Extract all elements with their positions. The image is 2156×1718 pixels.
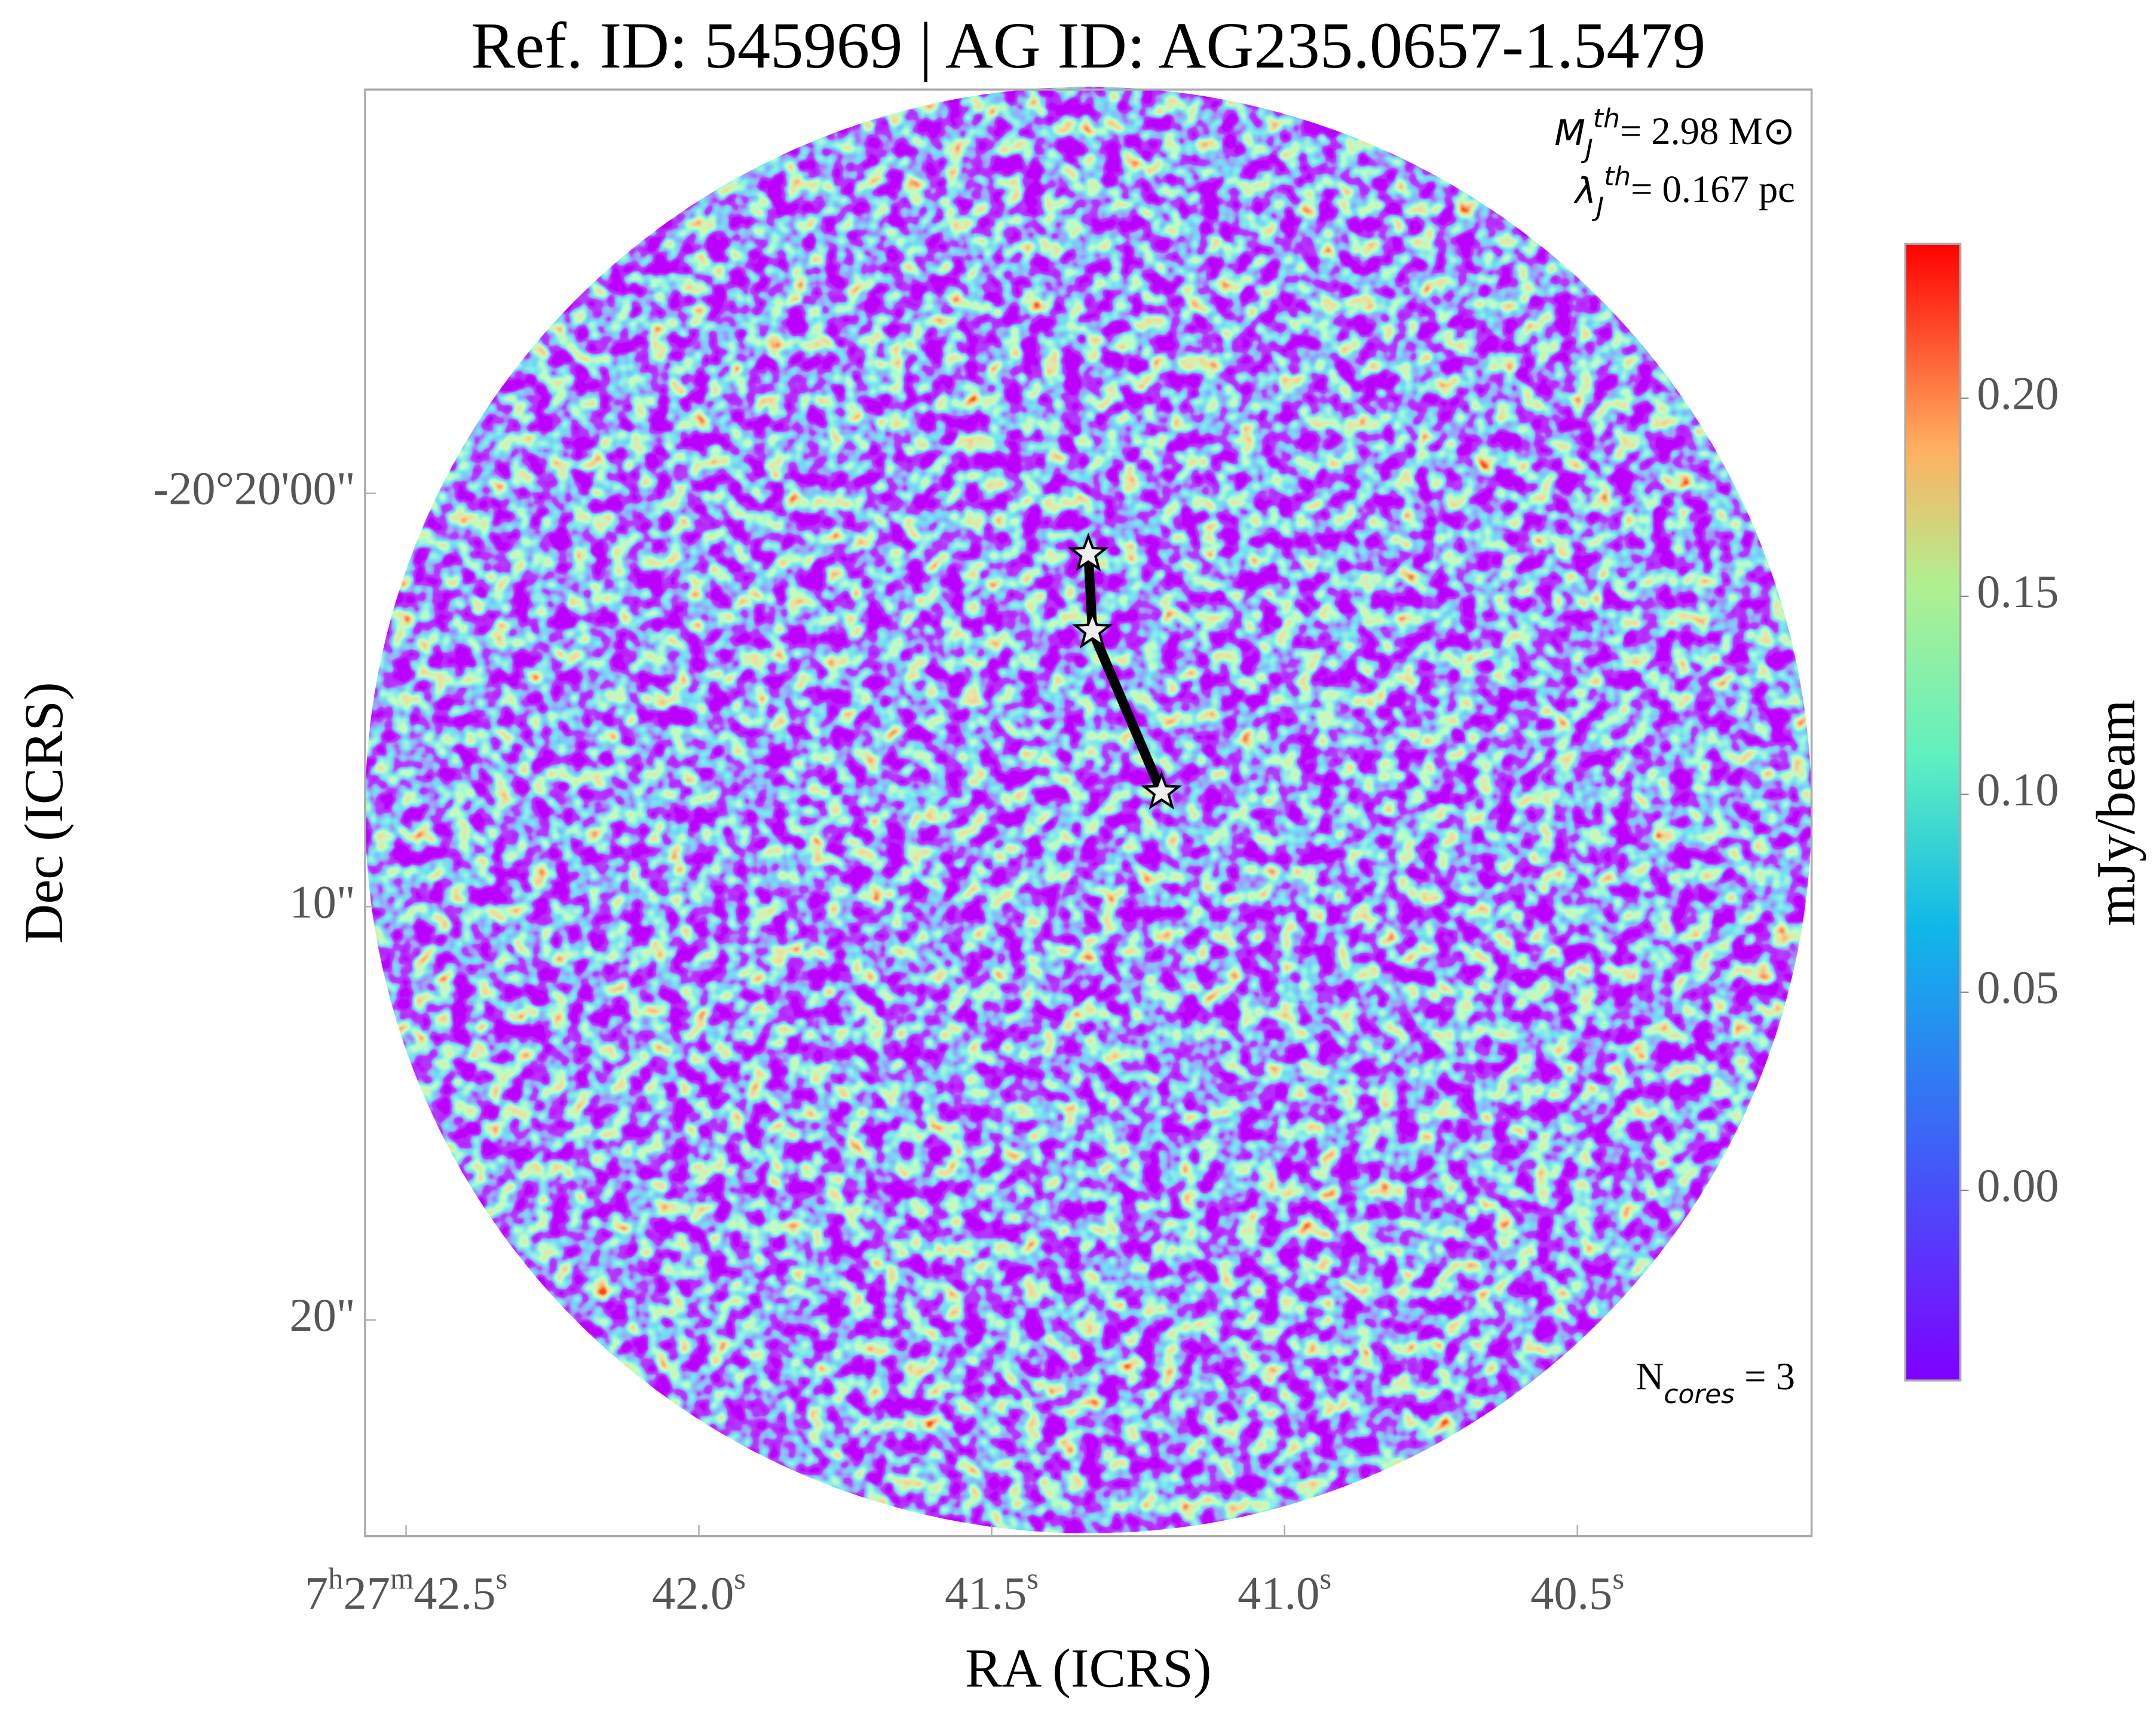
colorbar-tick-label: 0.00 [1977,1159,2059,1211]
annotation-base: λ [1573,170,1596,212]
chart-title: Ref. ID: 545969 | AG ID: AG235.0657-1.54… [471,8,1705,82]
annotation-rest: = 0.167 pc [1631,167,1795,210]
annotation: Ncores = 3 [1636,1355,1795,1410]
plot-frame [364,88,1813,1538]
colorbar-tick-label: 0.15 [1977,565,2059,617]
annotation-rest: = 3 [1735,1355,1795,1398]
core-marker [1072,610,1113,648]
x-tick-label: 40.5s [1530,1561,1624,1619]
y-axis-label: Dec (ICRS) [13,682,74,944]
colorbar [1904,243,1962,1382]
x-tick-label: 41.5s [945,1561,1039,1619]
x-tick-label: 41.0s [1238,1561,1331,1619]
colorbar-tick-label: 0.20 [1977,368,2059,419]
colorbar-tick-label: 0.05 [1977,961,2059,1013]
core-marker [1141,770,1182,810]
y-tick-label: -20°20'00" [153,463,356,515]
annotation-sup: th [1604,161,1631,191]
y-tick-label: 20" [289,1289,355,1341]
core-marker [1068,532,1109,572]
x-tick-label: 42.0s [652,1561,746,1619]
annotation-rest: = 2.98 M⊙ [1620,109,1795,152]
annotation-sup: th [1593,103,1620,133]
annotation: λJth= 0.167 pc [1573,161,1795,222]
intensity-map [365,87,1812,1534]
annotation: MJth= 2.98 M⊙ [1554,103,1795,164]
y-tick-label: 10" [289,875,355,927]
annotation-sub: cores [1664,1379,1735,1410]
x-tick-label: 7h27m42.5s [305,1561,507,1619]
x-axis-label: RA (ICRS) [965,1637,1211,1698]
annotation-base: M [1554,112,1585,154]
colorbar-tick-label: 0.10 [1977,763,2059,815]
annotation-base: N [1636,1355,1664,1398]
colorbar-label: mJy/beam [2085,700,2146,926]
